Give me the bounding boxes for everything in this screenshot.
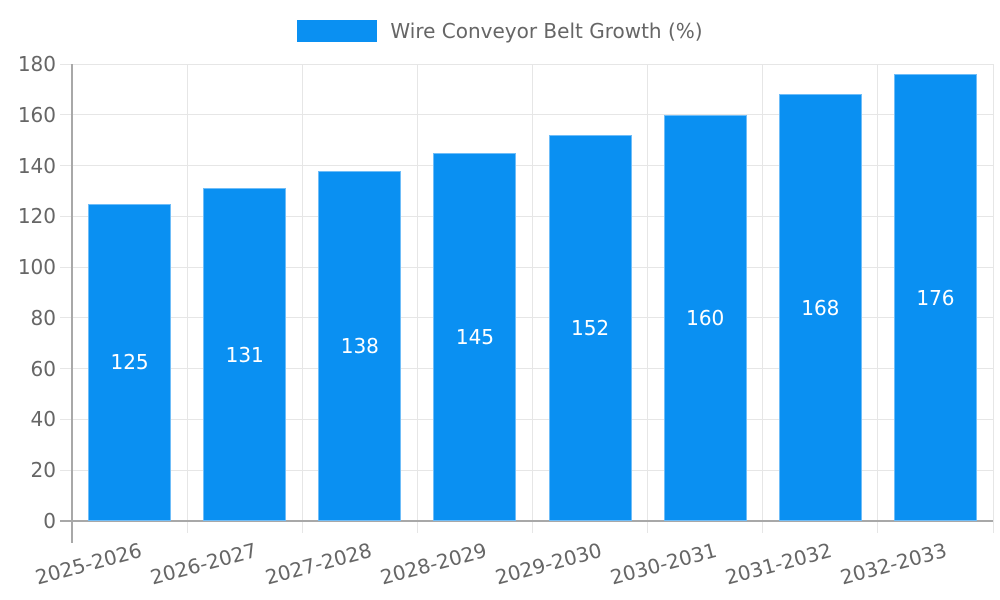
x-axis-tick-label: 2025-2026 (32, 538, 144, 590)
bar-value-label: 138 (340, 333, 379, 358)
y-gridline (60, 469, 993, 471)
x-gridline (301, 64, 303, 533)
y-axis-line (71, 64, 73, 543)
y-axis-tick-label: 180 (17, 52, 56, 76)
y-gridline (60, 63, 993, 65)
x-axis-tick-label: 2029-2030 (492, 538, 605, 590)
bar[interactable]: 131 (203, 188, 287, 521)
x-gridline (762, 64, 764, 533)
y-gridline (60, 266, 993, 268)
x-gridline (647, 64, 649, 533)
x-axis-tick-label: 2026-2027 (147, 538, 259, 590)
x-gridline (416, 64, 418, 533)
x-gridline (532, 64, 533, 533)
y-axis-tick-label: 0 (43, 509, 56, 533)
y-gridline (60, 317, 993, 319)
x-gridline (992, 64, 994, 533)
bar[interactable]: 168 (778, 94, 862, 521)
y-gridline (60, 114, 993, 116)
y-gridline (60, 215, 993, 217)
bar[interactable]: 160 (663, 114, 747, 521)
y-axis-tick-label: 140 (17, 153, 56, 178)
x-gridline (186, 64, 188, 533)
bar-value-label: 176 (916, 285, 955, 310)
bar-value-label: 168 (801, 295, 840, 320)
x-axis-tick-label: 2031-2032 (723, 538, 835, 590)
bar[interactable]: 125 (88, 203, 172, 521)
bar-value-label: 152 (570, 316, 610, 341)
bar[interactable]: 138 (318, 170, 402, 521)
bar-value-label: 160 (686, 305, 725, 330)
x-axis-tick-label: 2032-2033 (838, 538, 950, 590)
x-axis-tick-label: 2028-2029 (377, 538, 490, 590)
legend-label: Wire Conveyor Belt Growth (%) (390, 19, 703, 43)
bar[interactable]: 176 (893, 74, 977, 521)
y-gridline (60, 418, 993, 420)
x-axis-tick-label: 2030-2031 (607, 538, 720, 590)
y-axis-tick-label: 40 (30, 407, 56, 432)
bar-value-label: 131 (225, 342, 264, 367)
x-axis-tick-label: 2027-2028 (262, 538, 375, 590)
y-axis-tick-label: 60 (30, 356, 56, 381)
y-axis-tick-label: 160 (17, 102, 56, 127)
bar[interactable]: 152 (548, 135, 632, 521)
x-gridline (877, 64, 879, 533)
y-axis-tick-label: 20 (30, 458, 56, 483)
y-axis-tick-label: 120 (17, 204, 56, 229)
y-gridline (60, 165, 993, 167)
legend[interactable]: Wire Conveyor Belt Growth (%) (0, 19, 1000, 43)
y-axis-tick-label: 80 (30, 305, 56, 330)
bar[interactable]: 145 (433, 152, 517, 521)
bar-value-label: 125 (110, 350, 149, 375)
y-axis-tick-label: 100 (17, 255, 56, 280)
bar-value-label: 145 (455, 324, 495, 349)
y-gridline (60, 368, 993, 370)
legend-swatch (297, 20, 378, 42)
x-axis-line (60, 520, 993, 522)
